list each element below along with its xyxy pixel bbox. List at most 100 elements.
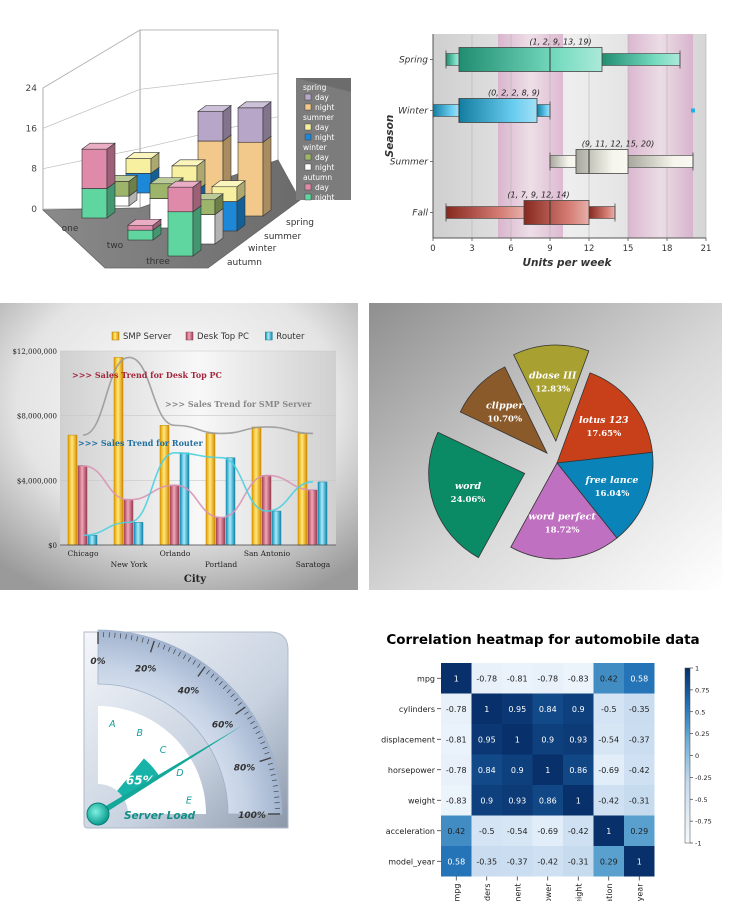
legend-swatch [304, 163, 312, 171]
cell-value: -0.83 [446, 796, 467, 805]
colorbar-tick-label: -0.25 [695, 774, 712, 782]
slice-value: 12.83% [535, 385, 570, 395]
bar-segment-one-summer-day [125, 151, 160, 174]
cell-value: -0.54 [507, 827, 528, 836]
depth-tick-label: spring [286, 218, 314, 228]
minor-tick [270, 773, 276, 776]
colorbar-segment [685, 778, 690, 783]
major-tick [259, 757, 272, 763]
colorbar-segment [685, 670, 690, 675]
minor-tick [187, 657, 191, 662]
colorbar-segment [685, 799, 690, 803]
cell-value: 1 [545, 766, 550, 775]
legend-label: SMP Server [123, 332, 172, 342]
bar-side [106, 142, 116, 190]
legend-item-label: day [315, 153, 329, 162]
heatmap-cell [502, 754, 533, 785]
colorbar-segment [685, 752, 690, 756]
heatmap-cell [563, 754, 594, 785]
minor-tick [250, 721, 255, 725]
bar-router [225, 457, 236, 546]
row-label: displacement [381, 735, 435, 744]
depth-axis-labels: spring summer winter autumn [227, 218, 314, 268]
colorbar-segment [685, 773, 690, 777]
trend-line-router [82, 452, 314, 537]
bar-segment-one-autumn-day [81, 142, 116, 190]
minor-tick [271, 779, 277, 782]
cell-value: -0.31 [568, 857, 589, 866]
bar-top [125, 152, 160, 159]
colorbar-tick-label: 0.5 [695, 708, 705, 716]
slice-name: word perfect [528, 511, 596, 522]
minor-tick [147, 639, 150, 645]
x-axis-ticks: Chicago New York Orlando Portland San Antoni… [68, 549, 331, 569]
column-label: displacement [513, 884, 522, 901]
heatmap-cell [471, 663, 502, 694]
colorbar-segment [685, 668, 690, 672]
legend-item-label: night [315, 193, 334, 202]
colorbar-segment [685, 723, 690, 727]
bar-front [81, 148, 108, 189]
legend: SMP Server Desk Top PC Router [111, 331, 305, 342]
colorbar-segment [685, 822, 690, 826]
chart-title: Correlation heatmap for automobile data [386, 632, 699, 648]
colorbar-segment [685, 708, 690, 713]
cell-value: -0.42 [568, 827, 589, 836]
colorbar-segment [685, 720, 690, 724]
colorbar-segment [685, 682, 690, 686]
cell-value: -0.42 [537, 857, 558, 866]
band-label: A [108, 719, 116, 730]
x-tick-label: 0 [430, 244, 435, 254]
heatmap-cell [532, 846, 563, 877]
lower-whisker [549, 155, 577, 168]
minor-tick [262, 746, 268, 750]
bar-desk-top-pc [215, 517, 226, 546]
cell-value: 0.86 [569, 766, 587, 775]
cell-value: 0.58 [447, 857, 465, 866]
legend-swatch [304, 153, 312, 161]
bar-router [317, 481, 328, 546]
bar-front [237, 107, 264, 143]
colorbar-segment [685, 825, 690, 829]
x-axis-labels: one two three [62, 224, 171, 267]
heatmap-cell [532, 693, 563, 724]
colorbar-segment [685, 735, 690, 739]
x-tick-label: Chicago [68, 549, 99, 558]
minor-tick [272, 785, 278, 787]
slice-name: lotus 123 [579, 415, 629, 426]
colorbar-segment [685, 770, 690, 774]
bar-top [211, 180, 246, 188]
heatmap-cell [441, 846, 472, 877]
heatmap-cell [471, 754, 502, 785]
colorbar-segment [685, 775, 690, 780]
needle-knob [86, 802, 110, 826]
cell-value: -0.42 [598, 796, 619, 805]
cell-value: -0.37 [629, 735, 650, 744]
heatmap-cell [624, 815, 655, 846]
colorbar-segment [685, 697, 690, 701]
minor-tick [234, 697, 239, 702]
heatmap-cell [624, 724, 655, 755]
annotations: >>> Sales Trend for Desk Top PC >>> Sales… [72, 370, 312, 448]
bar-top [237, 101, 272, 109]
heatmap-cell [441, 693, 472, 724]
x-tick-label: Portland [205, 560, 238, 569]
band-label: B [137, 728, 144, 739]
cell-value: 0.29 [600, 857, 618, 866]
colorbar-segment [685, 781, 690, 786]
heatmap-cell [441, 724, 472, 755]
minor-tick [141, 637, 144, 643]
heatmap-cell [563, 785, 594, 816]
box-body [458, 47, 603, 72]
cell-value: 0.42 [600, 674, 618, 683]
cell-value: -0.37 [507, 857, 528, 866]
heatmap-cell [593, 815, 624, 846]
box-Spring: (1, 2, 9, 13, 19) [445, 38, 681, 72]
legend-swatch [185, 331, 194, 341]
annotation: >>> Sales Trend for Desk Top PC [72, 370, 222, 380]
bar-front [125, 158, 152, 174]
legend-swatch [304, 103, 312, 111]
gauge-tick-label: 60% [212, 720, 234, 730]
heatmap-cell [502, 785, 533, 816]
y-tick-label: Spring [399, 56, 428, 66]
